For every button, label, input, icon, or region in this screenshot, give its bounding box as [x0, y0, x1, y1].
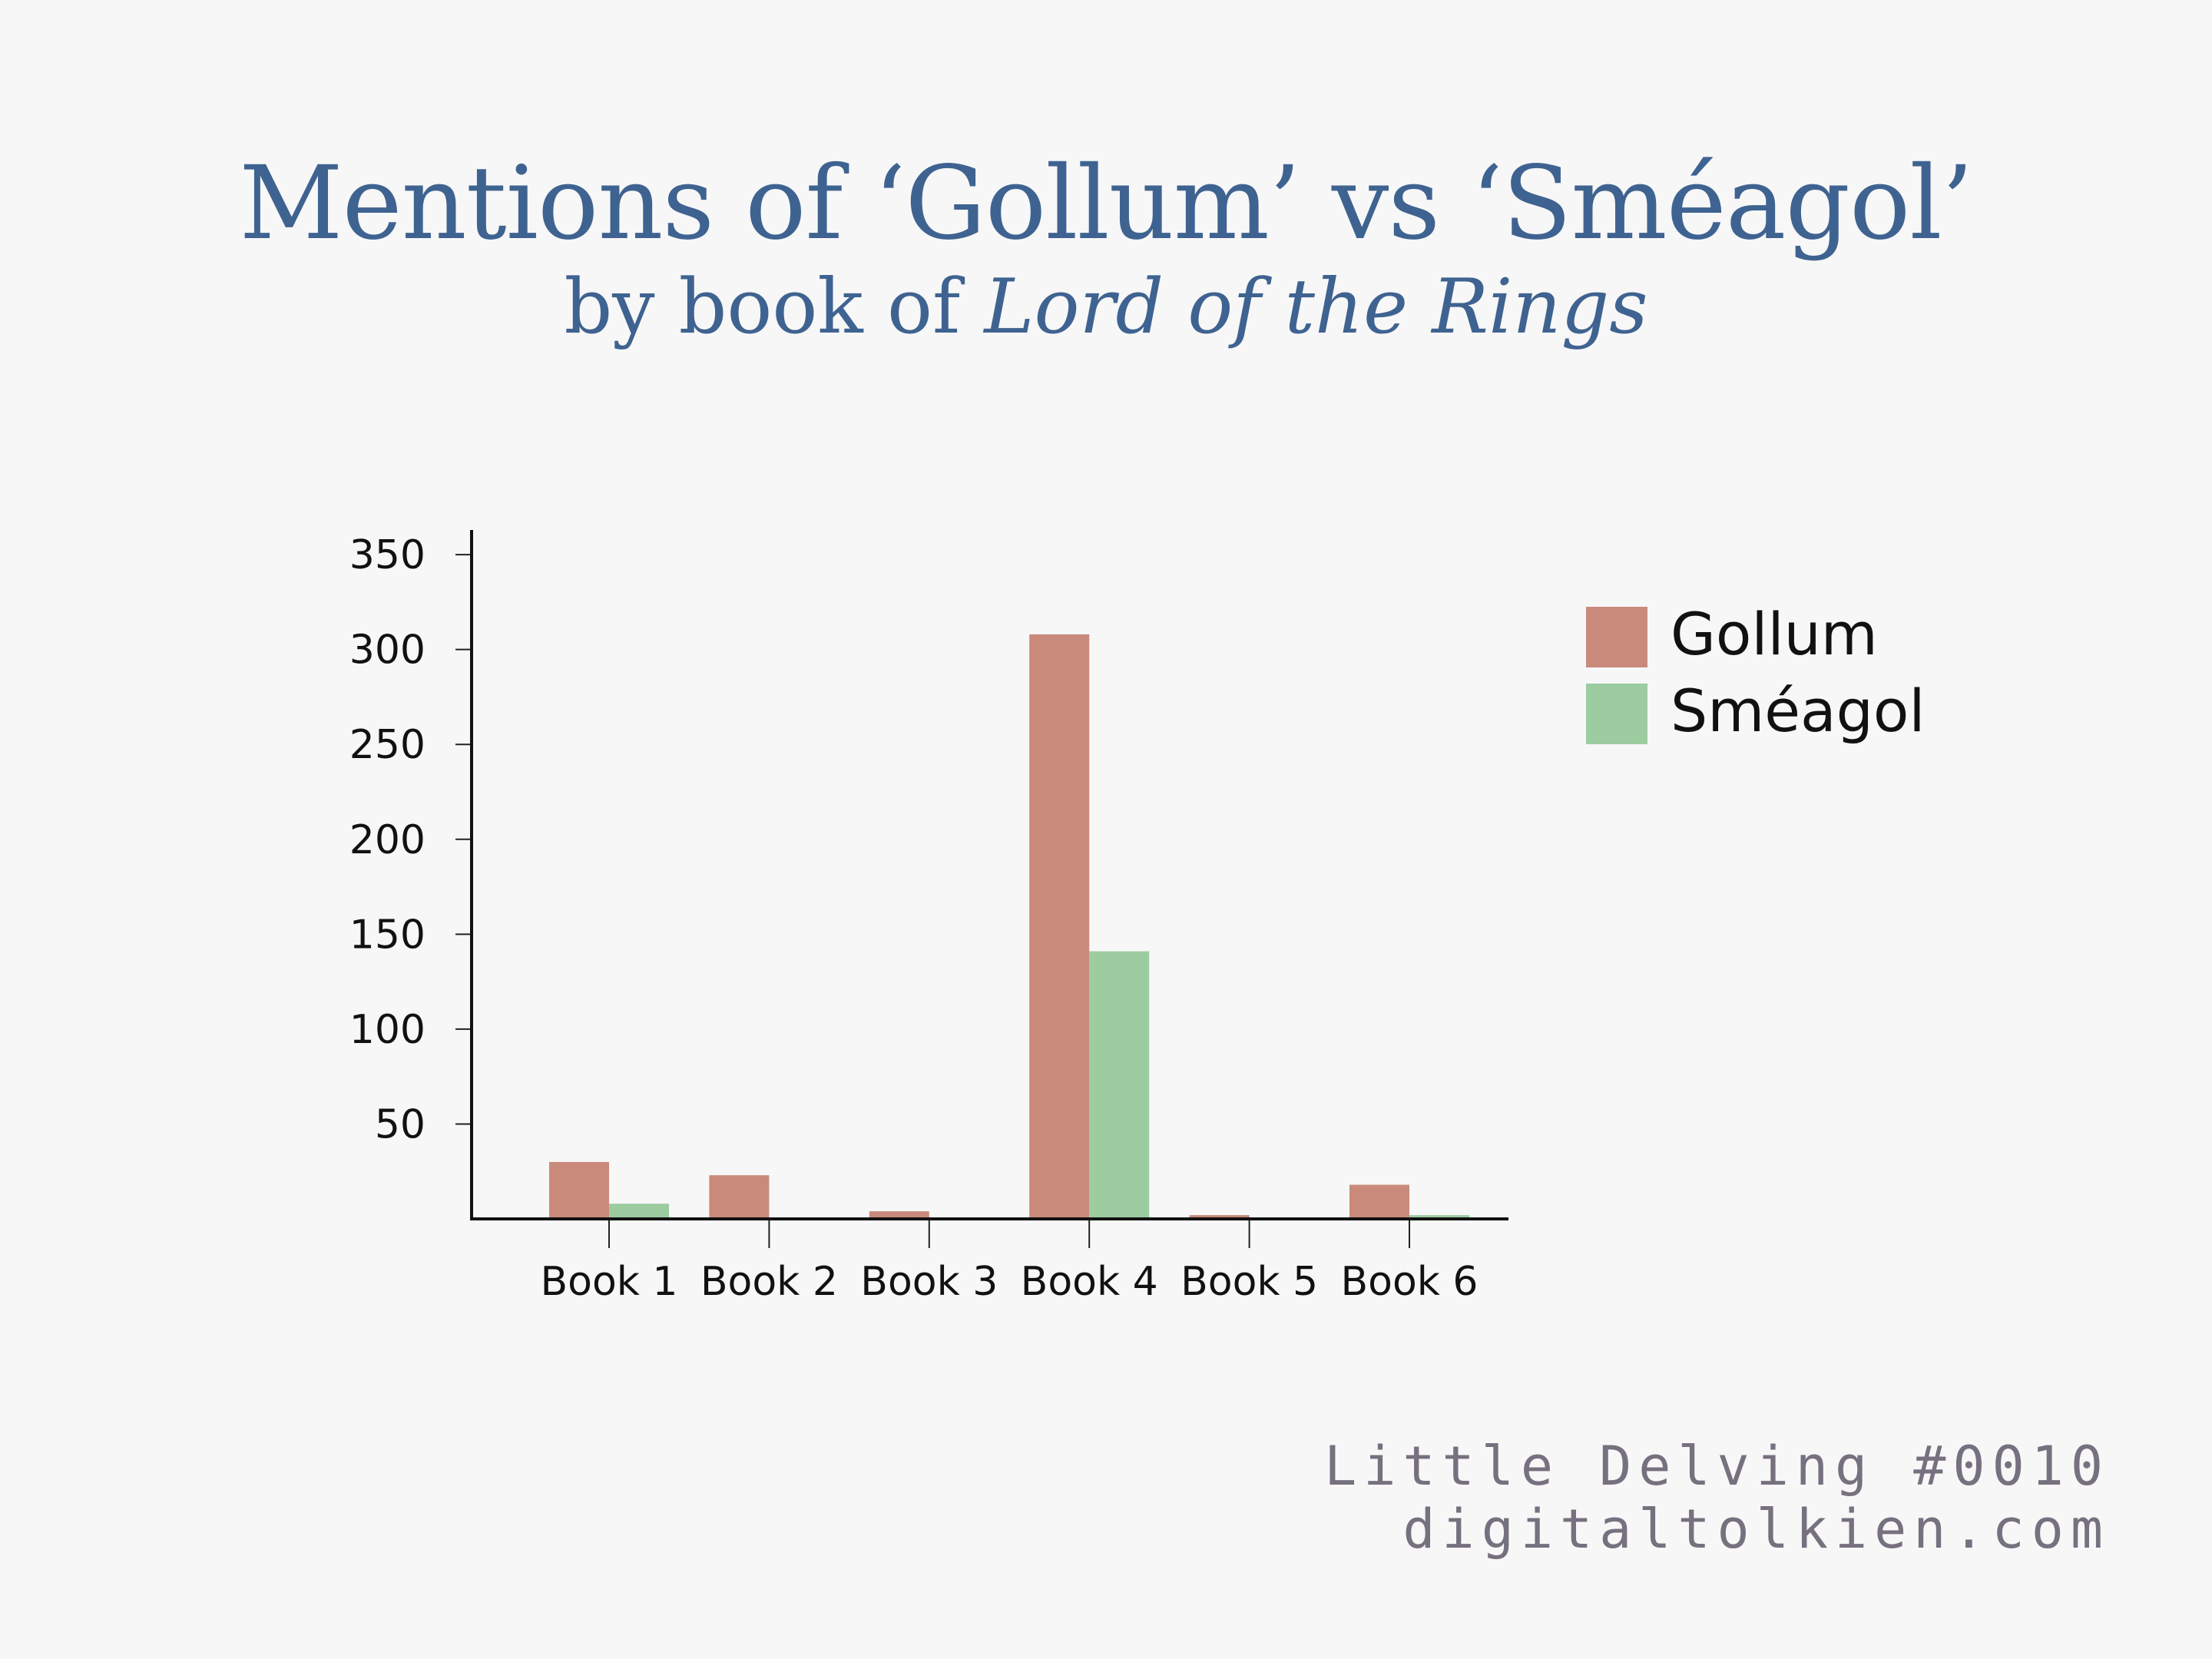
legend-label: Gollum	[1671, 600, 1878, 668]
x-tick-label: Book 3	[860, 1259, 998, 1305]
bar-smagol-4	[1089, 951, 1150, 1219]
bar-gollum-5	[1189, 1215, 1250, 1219]
chart-subtitle: by book of Lord of the Rings	[0, 261, 2212, 353]
bar-gollum-2	[709, 1175, 770, 1219]
credit-line-1: Little Delving #0010	[1324, 1435, 2110, 1498]
credit-block: Little Delving #0010 digitaltolkien.com	[1324, 1435, 2110, 1561]
bar-gollum-3	[869, 1211, 929, 1219]
x-tick-label: Book 6	[1340, 1259, 1478, 1305]
x-tick-label: Book 4	[1021, 1259, 1158, 1305]
bar-gollum-6	[1349, 1184, 1409, 1219]
y-tick-label: 50	[375, 1101, 426, 1147]
y-tick-label: 150	[349, 912, 426, 958]
chart-title: Mentions of ‘Gollum’ vs ‘Sméagol’	[239, 144, 1973, 263]
x-tick-label: Book 1	[540, 1259, 677, 1305]
title-block: Mentions of ‘Gollum’ vs ‘Sméagol’ by boo…	[0, 146, 2212, 353]
subtitle-italic: Lord of the Rings	[984, 263, 1648, 351]
bar-gollum-4	[1029, 634, 1090, 1219]
y-tick-label: 250	[349, 722, 426, 768]
bar-smagol-1	[609, 1204, 669, 1219]
y-tick-label: 200	[349, 817, 426, 863]
credit-line-2: digitaltolkien.com	[1402, 1498, 2110, 1561]
x-tick-label: Book 5	[1181, 1259, 1318, 1305]
legend-swatch	[1586, 684, 1647, 744]
bar-gollum-1	[549, 1161, 609, 1219]
subtitle-prefix: by book of	[564, 263, 985, 351]
y-tick-label: 300	[349, 628, 426, 674]
x-tick-label: Book 2	[700, 1259, 838, 1305]
bar-smagol-6	[1409, 1215, 1469, 1219]
legend-swatch	[1586, 607, 1647, 667]
y-tick-label: 100	[349, 1007, 426, 1053]
y-tick-label: 350	[349, 532, 426, 578]
legend-label: Sméagol	[1671, 677, 1925, 745]
